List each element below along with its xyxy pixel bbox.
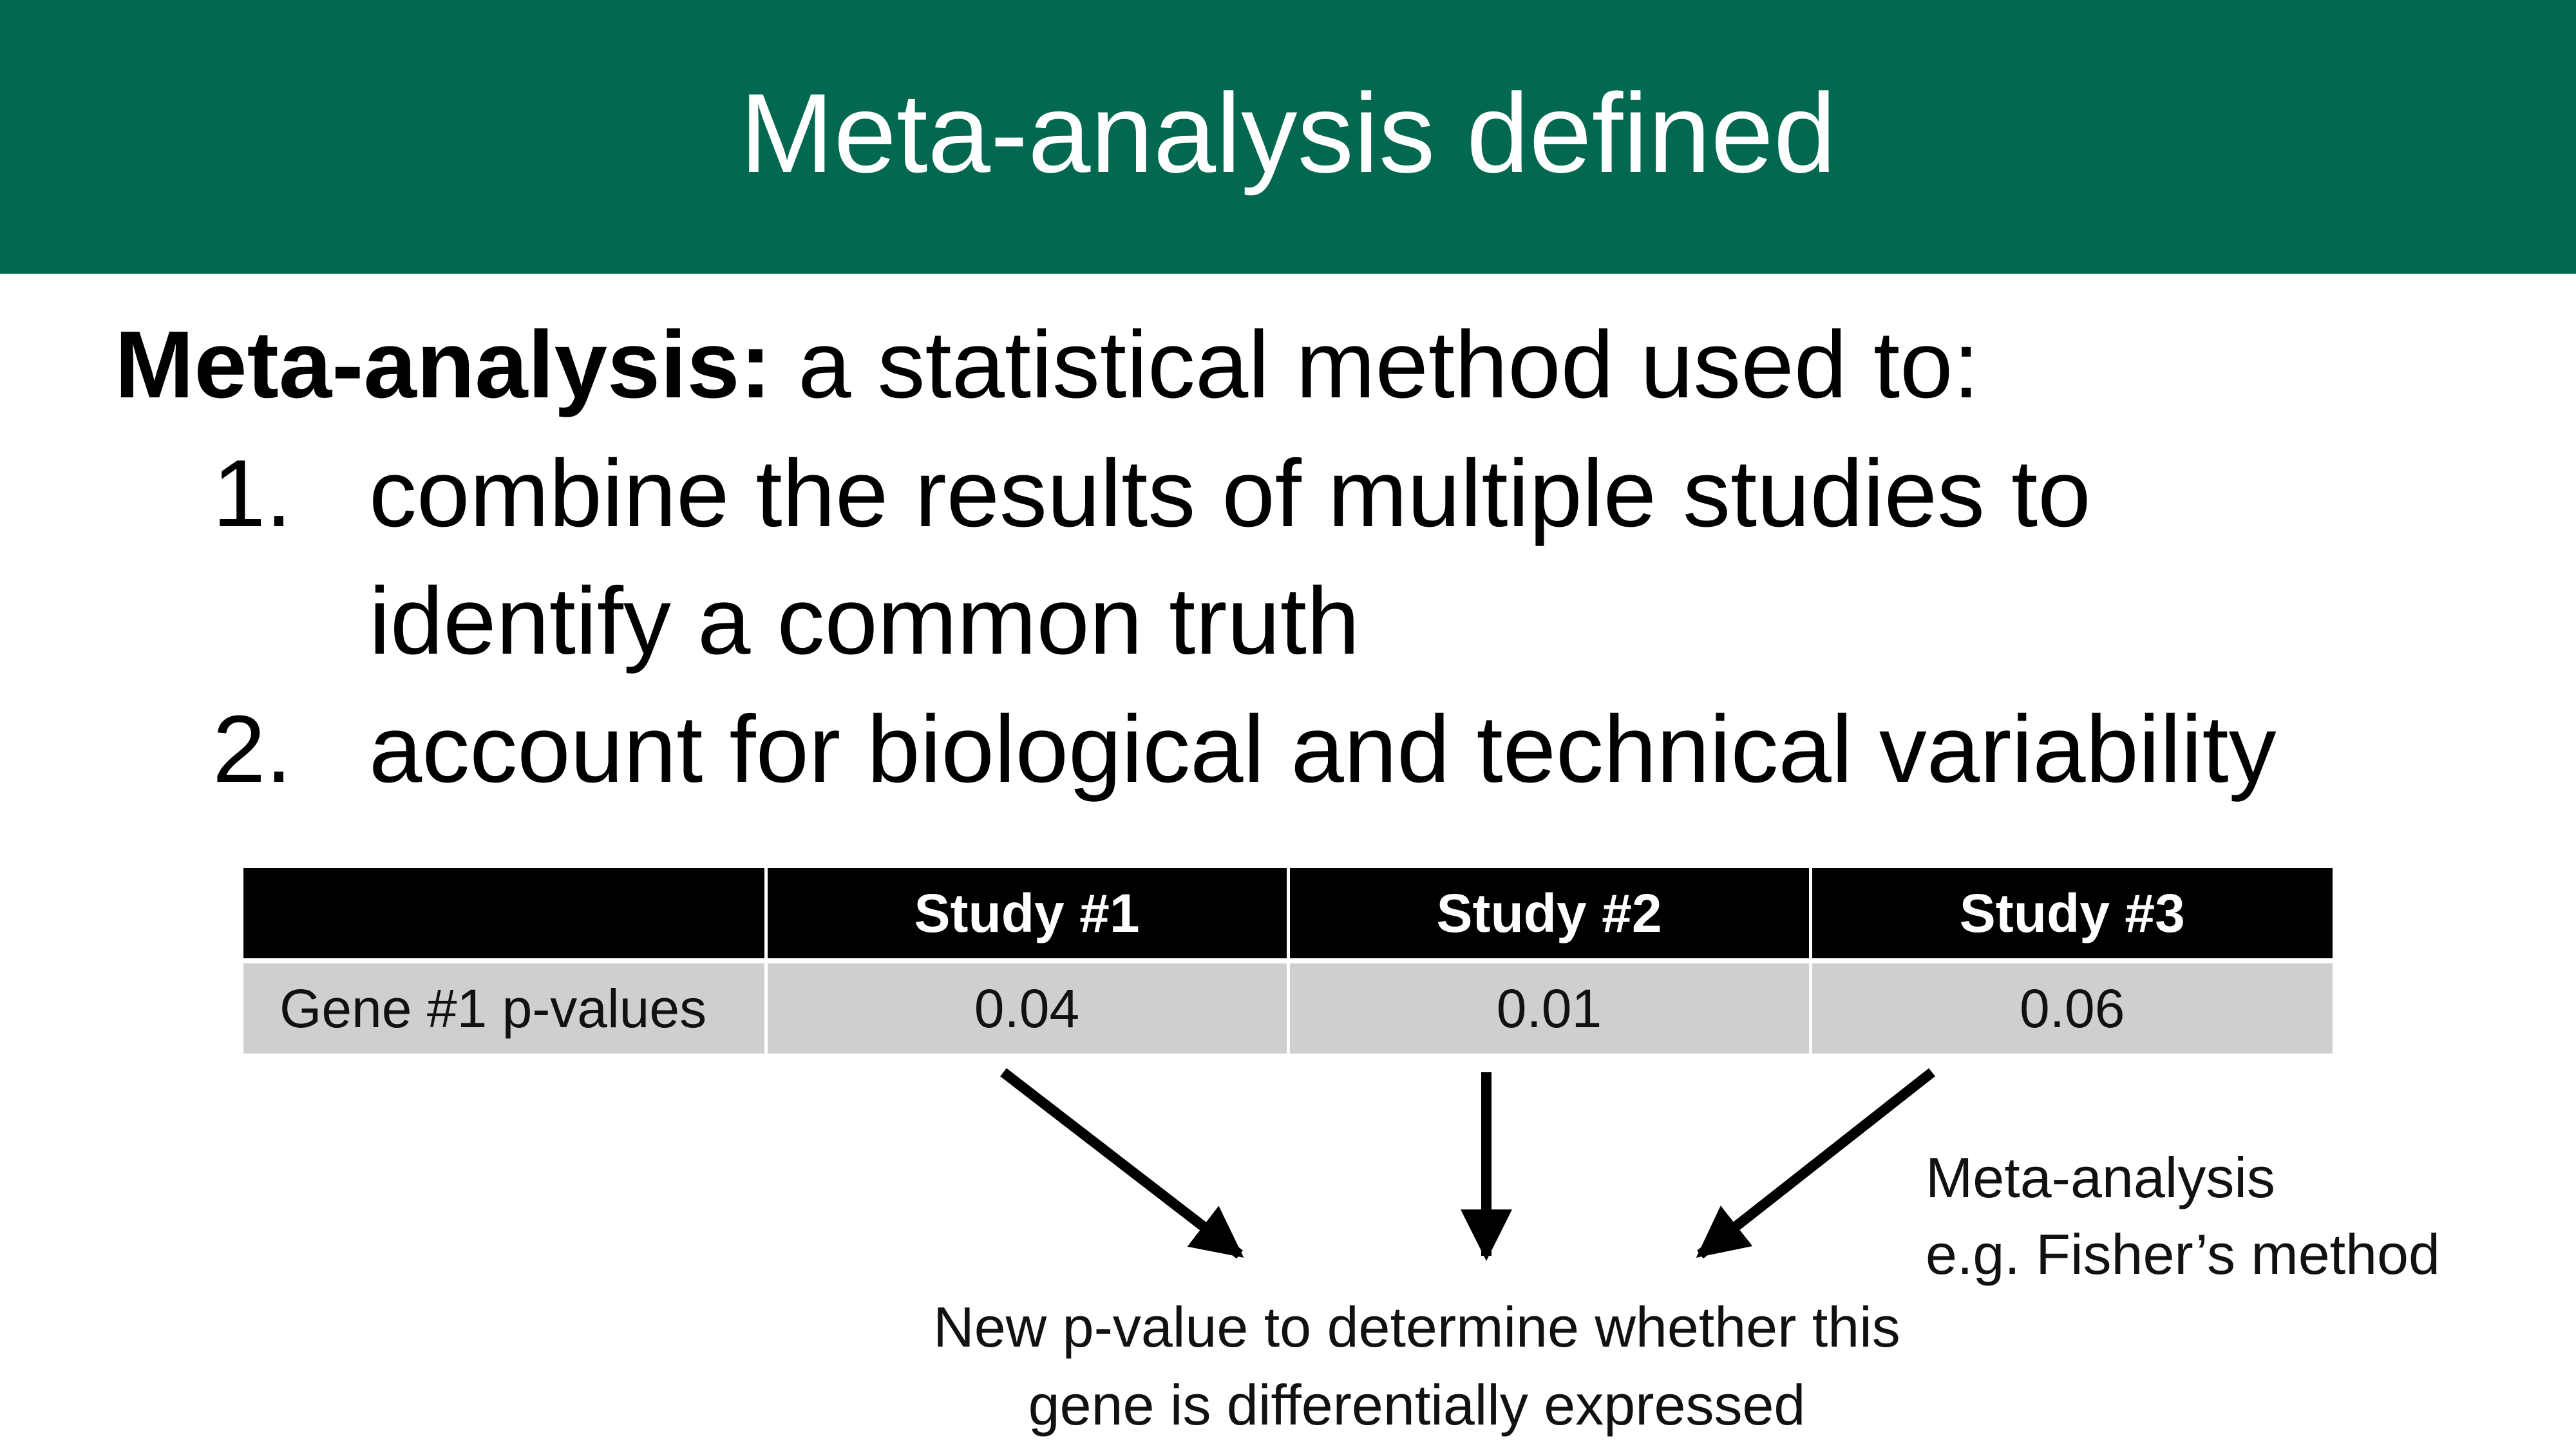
header-empty-cell: [243, 868, 768, 963]
list-item-2-line-1: account for biological and technical var…: [369, 696, 2277, 802]
list-item-1-line-2: identify a common truth: [369, 568, 1360, 674]
p-value-study-2: 0.01: [1288, 961, 1812, 1054]
table-row: Gene #1 p-values 0.04 0.01 0.06: [243, 961, 2333, 1054]
slide-title: Meta-analysis defined: [739, 71, 1837, 196]
table-header-row: Study #1 Study #2 Study #3: [243, 868, 2333, 963]
note-line-1: Meta-analysis: [1926, 1146, 2275, 1209]
result-line-1: New p-value to determine whether this: [933, 1295, 1900, 1359]
arrow-study-1: [1000, 1068, 1244, 1259]
definition-term: Meta-analysis:: [115, 312, 772, 418]
list-number-1: 1.: [213, 440, 292, 547]
p-value-study-1: 0.04: [766, 961, 1290, 1054]
p-value-study-3: 0.06: [1810, 961, 2333, 1054]
definition: Meta-analysis: a statistical method used…: [115, 308, 1980, 422]
definition-text: a statistical method used to:: [771, 312, 1980, 418]
title-bar: Meta-analysis defined: [0, 0, 2576, 274]
header-study-2: Study #2: [1288, 868, 1812, 963]
p-value-table: Study #1 Study #2 Study #3 Gene #1 p-val…: [243, 868, 2333, 1054]
meta-analysis-note: Meta-analysis e.g. Fisher’s method: [1926, 1140, 2440, 1293]
header-study-1: Study #1: [766, 868, 1290, 963]
row-label: Gene #1 p-values: [243, 961, 768, 1054]
arrow-study-3: [1696, 1068, 1935, 1259]
list-item-1-line-1: combine the results of multiple studies …: [369, 440, 2091, 547]
list-number-2: 2.: [213, 696, 292, 802]
result-line-2: gene is differentially expressed: [1028, 1373, 1806, 1437]
note-line-2: e.g. Fisher’s method: [1926, 1222, 2440, 1286]
header-study-3: Study #3: [1810, 868, 2333, 963]
result-caption: New p-value to determine whether this ge…: [773, 1288, 2061, 1444]
